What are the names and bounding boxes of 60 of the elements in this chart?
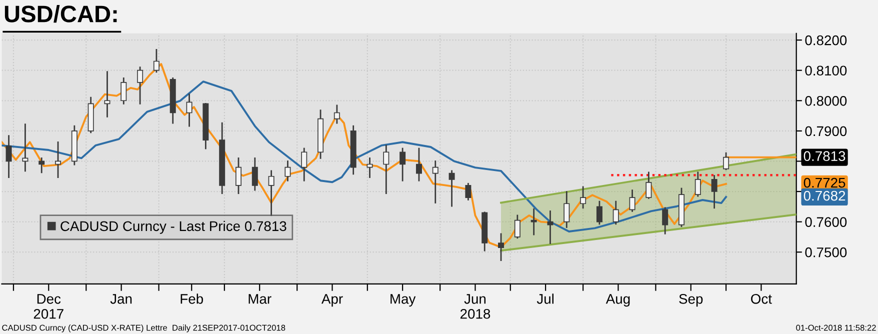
candlestick: [153, 49, 160, 73]
candlestick: [498, 233, 504, 261]
candlestick: [662, 207, 668, 234]
candlestick: [120, 78, 127, 104]
x-tick-label: Jan: [110, 294, 132, 304]
candlestick: [284, 160, 291, 182]
line-series: [2, 63, 728, 248]
line-series: [2, 80, 728, 232]
candlestick: [383, 144, 390, 194]
candlestick: [400, 148, 406, 182]
candlestick: [22, 124, 28, 172]
candlestick: [711, 175, 718, 209]
candlestick: [104, 71, 110, 118]
candlestick: [137, 66, 144, 104]
candlestick: [432, 160, 438, 204]
legend-label: CADUSD Curncy - Last Price 0.7813: [60, 220, 286, 234]
candlestick: [186, 94, 192, 127]
candlestick: [646, 172, 652, 199]
candlestick: [596, 200, 602, 225]
candlestick: [448, 170, 455, 207]
candlestick: [235, 158, 242, 194]
text: 01-Oct-2018 11:58:22: [796, 324, 876, 331]
y-tick-label: 0.8200: [805, 35, 847, 46]
candlestick: [612, 200, 619, 225]
candlestick: [416, 148, 422, 182]
x-tick-label: Jul: [536, 294, 554, 304]
candlestick: [514, 214, 520, 239]
x-tick-label: Dec 2017: [34, 294, 64, 319]
candlestick: [55, 141, 62, 178]
x-tick-label: Apr: [321, 294, 343, 307]
y-tick-label: 0.8000: [805, 96, 847, 106]
x-tick-label: Aug: [606, 294, 630, 307]
y-tick-label: 0.7500: [805, 247, 847, 258]
candlestick: [268, 170, 274, 216]
candlestick: [530, 208, 537, 236]
x-tick-label: Mar: [248, 294, 272, 304]
candlestick: [38, 158, 45, 174]
candlestick: [252, 158, 258, 191]
annotation: 0.7682: [804, 190, 846, 201]
chart-title: USD/CAD:: [4, 5, 117, 23]
candlestick: [301, 148, 308, 182]
annotation: 0.7813: [804, 151, 846, 162]
candlestick: [580, 186, 586, 209]
y-tick-label: 0.7600: [805, 217, 847, 227]
candlestick: [547, 210, 554, 244]
y-tick-label: 0.8100: [805, 66, 847, 76]
x-tick-label: Sep: [679, 294, 703, 307]
candlestick: [694, 172, 701, 197]
candlestick: [465, 182, 472, 200]
candlestick: [6, 135, 12, 178]
y-tick-label: 0.7900: [805, 126, 847, 136]
x-tick-label: Oct: [751, 294, 772, 304]
annotation: 0.7725: [804, 178, 846, 188]
candlestick: [629, 190, 636, 212]
x-tick-label: Jun 2018: [460, 294, 490, 319]
candlestick: [334, 104, 340, 124]
x-tick-label: Feb: [180, 294, 203, 304]
text: CADUSD Curncy (CAD-USD X-RATE) Lettre Daily 21SEP2017-01OCT2018: [2, 324, 286, 332]
candlestick: [564, 191, 570, 228]
x-tick-label: May: [390, 294, 416, 307]
